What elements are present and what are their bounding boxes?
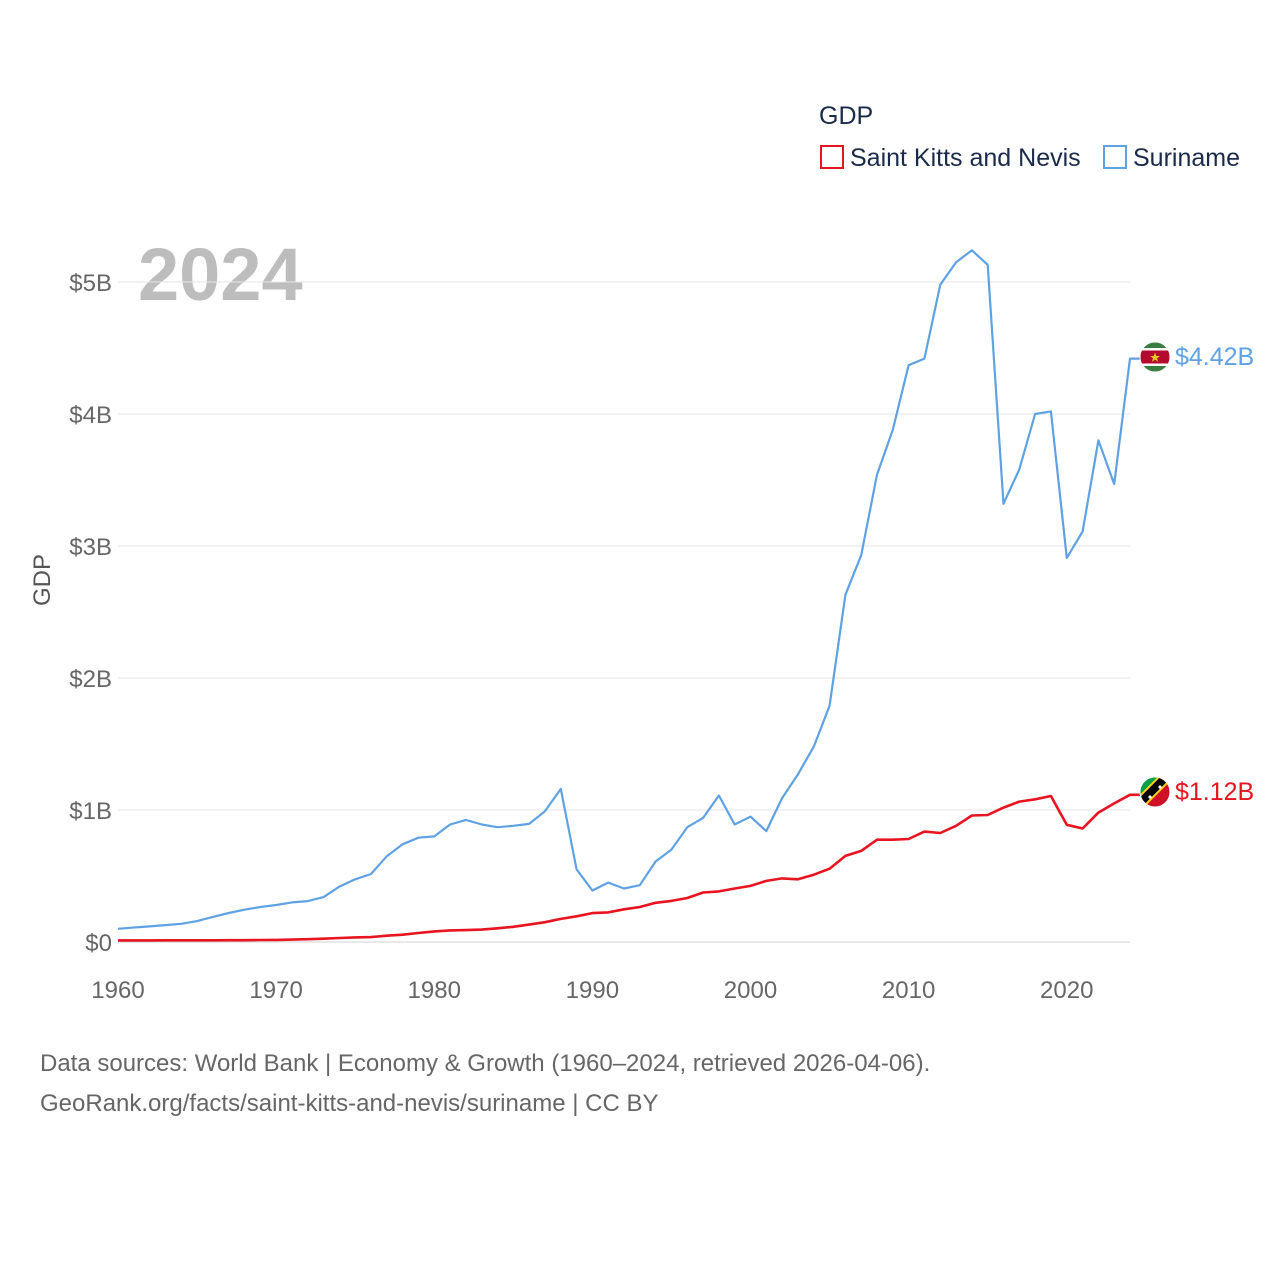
y-tick-label: $1B bbox=[69, 798, 112, 825]
legend: GDP Saint Kitts and Nevis Suriname bbox=[819, 102, 1240, 172]
legend-swatch-suriname[interactable] bbox=[1103, 145, 1127, 169]
y-tick-labels: $0 $1B $2B $3B $4B $5B bbox=[69, 270, 112, 957]
x-tick-label: 1980 bbox=[408, 977, 461, 1004]
series-lines bbox=[117, 249, 1140, 942]
legend-label-saint-kitts-and-nevis[interactable]: Saint Kitts and Nevis bbox=[850, 144, 1081, 172]
suriname-flag-icon[interactable] bbox=[1139, 341, 1171, 373]
y-tick-label: $4B bbox=[69, 402, 112, 429]
y-tick-label: $5B bbox=[69, 270, 112, 297]
source-line-url[interactable]: GeoRank.org/facts/saint-kitts-and-nevis/… bbox=[40, 1090, 659, 1117]
legend-label-suriname[interactable]: Suriname bbox=[1133, 144, 1240, 172]
y-axis-title: GDP bbox=[29, 554, 56, 606]
grid bbox=[118, 281, 1130, 943]
x-tick-label: 2000 bbox=[724, 977, 777, 1004]
legend-title: GDP bbox=[819, 102, 873, 130]
saint-kitts-and-nevis-flag-icon[interactable] bbox=[1138, 775, 1171, 808]
end-value-label-saint-kitts-and-nevis: $1.12B bbox=[1175, 778, 1254, 806]
x-tick-label: 2010 bbox=[882, 977, 935, 1004]
source-note: Data sources: World Bank | Economy & Gro… bbox=[40, 1044, 930, 1124]
x-tick-labels: 1960 1970 1980 1990 2000 2010 2020 bbox=[91, 977, 1093, 1004]
y-tick-label: $2B bbox=[69, 666, 112, 693]
year-label: 2024 bbox=[138, 233, 303, 316]
y-tick-label: $0 bbox=[85, 930, 112, 957]
series-line-saint-kitts-and-nevis[interactable] bbox=[118, 793, 1140, 942]
gdp-line-chart: GDP Saint Kitts and Nevis Suriname 2024 … bbox=[29, 102, 1254, 1004]
legend-swatch-saint-kitts-and-nevis[interactable] bbox=[820, 145, 844, 169]
x-tick-label: 1960 bbox=[91, 977, 144, 1004]
end-value-label-suriname: $4.42B bbox=[1175, 343, 1254, 371]
source-line-datasources: Data sources: World Bank | Economy & Gro… bbox=[40, 1050, 931, 1077]
x-tick-label: 1970 bbox=[249, 977, 302, 1004]
x-tick-label: 2020 bbox=[1040, 977, 1093, 1004]
series-line-suriname[interactable] bbox=[117, 249, 1140, 930]
x-tick-label: 1990 bbox=[566, 977, 619, 1004]
y-tick-label: $3B bbox=[69, 534, 112, 561]
